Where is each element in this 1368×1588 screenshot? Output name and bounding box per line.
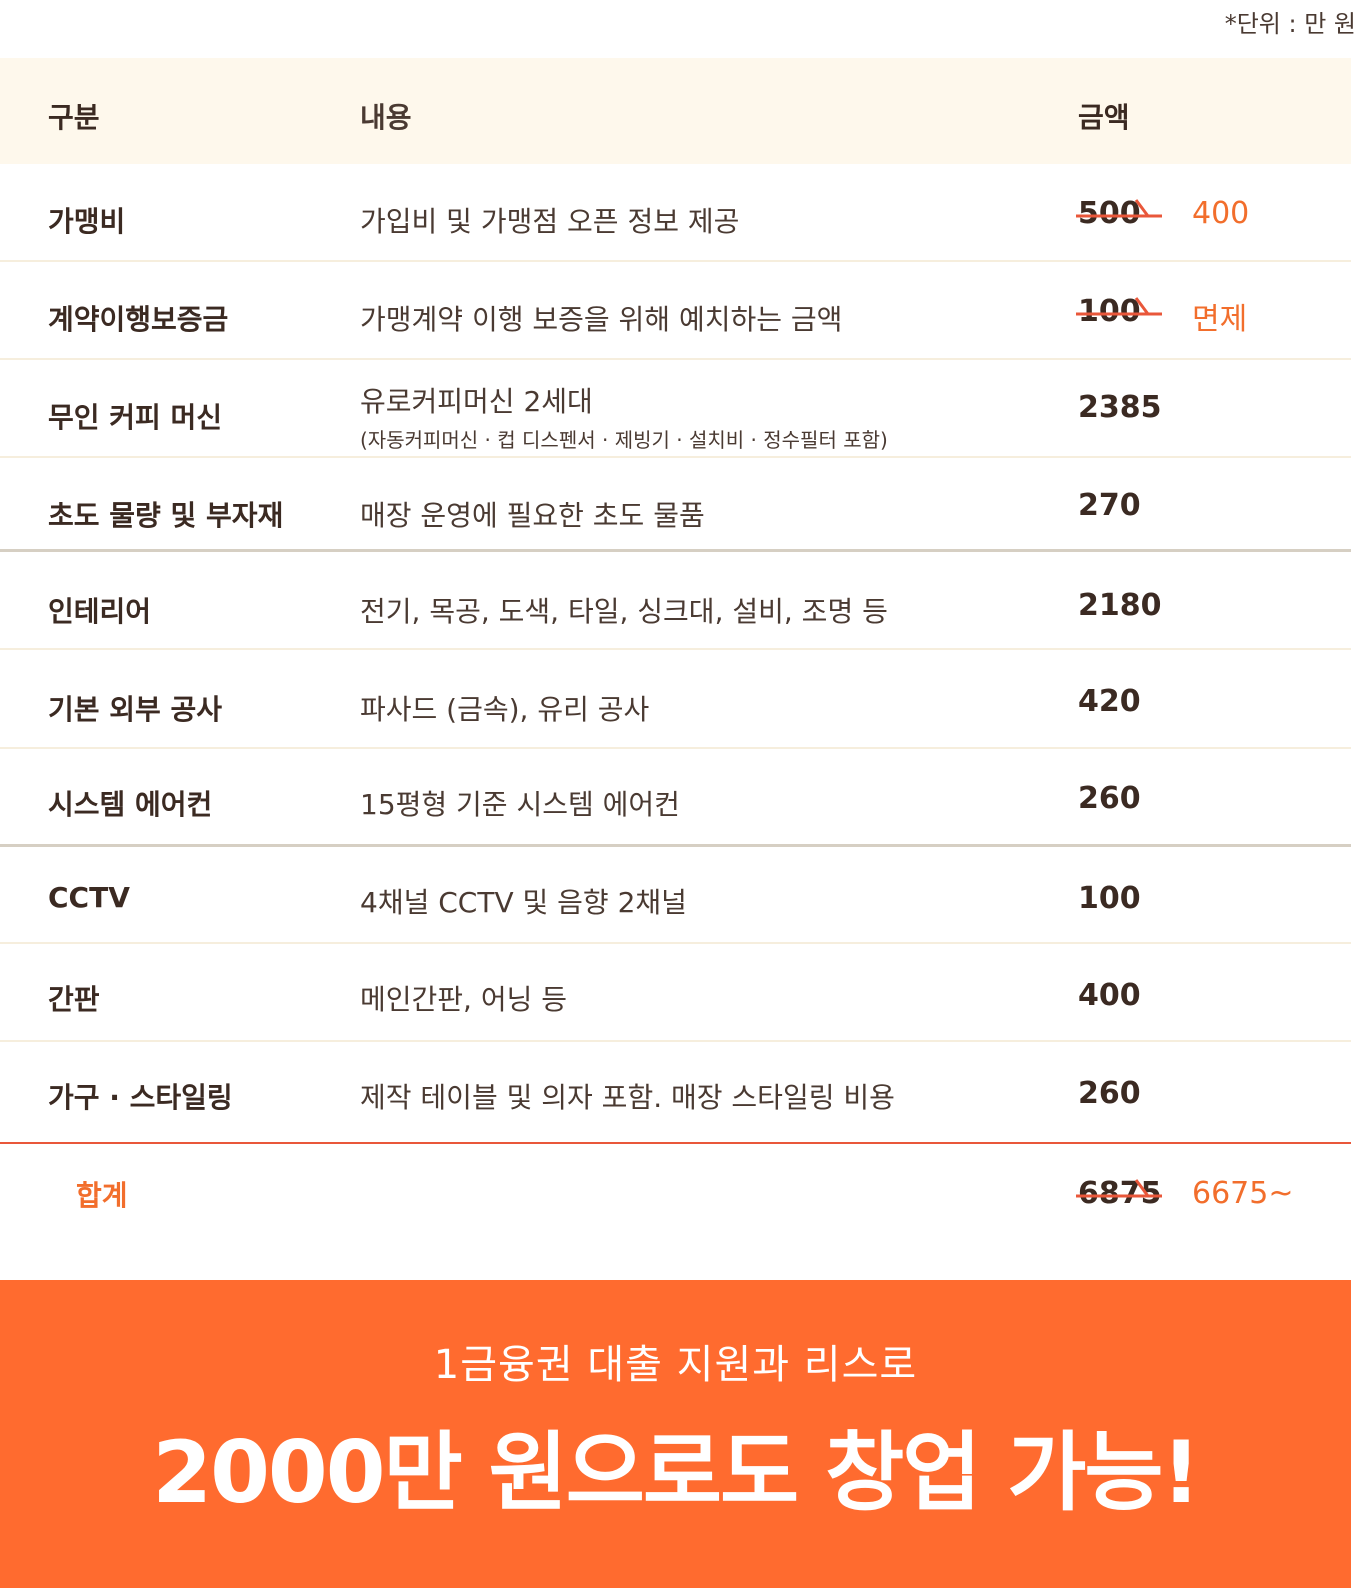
total-amount-new: 6675~ <box>1192 1176 1294 1211</box>
cost-table: 구분 내용 금액 가맹비 가입비 및 가맹점 오픈 정보 제공 500 400 … <box>0 58 1351 1244</box>
table-row: 가맹비 가입비 및 가맹점 오픈 정보 제공 500 400 <box>0 164 1351 262</box>
row-amount: 420 <box>1078 684 1141 719</box>
row-category: 인테리어 <box>48 595 152 628</box>
row-amount: 400 <box>1078 978 1141 1013</box>
header-category: 구분 <box>48 101 100 134</box>
row-category: 계약이행보증금 <box>48 303 229 336</box>
row-description: 15평형 기준 시스템 에어컨 <box>360 788 680 821</box>
header-amount: 금액 <box>1078 101 1130 134</box>
row-description: 4채널 CCTV 및 음향 2채널 <box>360 886 687 919</box>
table-row: 무인 커피 머신 유로커피머신 2세대 (자동커피머신 · 컵 디스펜서 · 제… <box>0 360 1351 458</box>
unit-note: *단위 : 만 원 <box>1224 10 1356 38</box>
row-description-main: 유로커피머신 2세대 <box>360 385 593 418</box>
total-label: 합계 <box>76 1179 128 1212</box>
strike-arrow-icon <box>1076 199 1162 218</box>
row-category: 간판 <box>48 983 100 1016</box>
row-amount: 270 <box>1078 488 1141 523</box>
row-description: 전기, 목공, 도색, 타일, 싱크대, 설비, 조명 등 <box>360 595 888 628</box>
header-description: 내용 <box>360 101 412 134</box>
row-description: 매장 운영에 필요한 초도 물품 <box>360 499 705 532</box>
banner-subtitle: 1금융권 대출 지원과 리스로 <box>433 1342 918 1388</box>
table-row: 기본 외부 공사 파사드 (금속), 유리 공사 420 <box>0 650 1351 749</box>
row-amount: 260 <box>1078 1076 1141 1111</box>
promo-banner: 1금융권 대출 지원과 리스로 2000만 원으로도 창업 가능! <box>0 1280 1351 1588</box>
row-description: 파사드 (금속), 유리 공사 <box>360 693 650 726</box>
row-amount-old: 100 <box>1076 294 1162 329</box>
strike-arrow-icon <box>1076 297 1162 316</box>
table-row: 초도 물량 및 부자재 매장 운영에 필요한 초도 물품 270 <box>0 458 1351 552</box>
row-description: 메인간판, 어닝 등 <box>360 983 568 1016</box>
row-amount-new: 면제 <box>1192 302 1248 337</box>
row-amount-old: 500 <box>1076 196 1162 231</box>
row-category: 시스템 에어컨 <box>48 788 213 821</box>
table-row: CCTV 4채널 CCTV 및 음향 2채널 100 <box>0 847 1351 944</box>
table-row: 시스템 에어컨 15평형 기준 시스템 에어컨 260 <box>0 749 1351 847</box>
total-row: 합계 6875 6675~ <box>0 1144 1351 1244</box>
table-row: 인테리어 전기, 목공, 도색, 타일, 싱크대, 설비, 조명 등 2180 <box>0 552 1351 650</box>
row-description: 가입비 및 가맹점 오픈 정보 제공 <box>360 205 740 238</box>
table-row: 간판 메인간판, 어닝 등 400 <box>0 944 1351 1042</box>
row-amount: 2180 <box>1078 588 1162 623</box>
row-description: 가맹계약 이행 보증을 위해 예치하는 금액 <box>360 303 843 336</box>
row-category: 무인 커피 머신 <box>48 401 223 434</box>
table-row: 계약이행보증금 가맹계약 이행 보증을 위해 예치하는 금액 100 면제 <box>0 262 1351 360</box>
row-description: 유로커피머신 2세대 (자동커피머신 · 컵 디스펜서 · 제빙기 · 설치비 … <box>360 380 888 453</box>
row-category: 기본 외부 공사 <box>48 693 223 726</box>
row-description-sub: (자동커피머신 · 컵 디스펜서 · 제빙기 · 설치비 · 정수필터 포함) <box>360 428 888 452</box>
row-description: 제작 테이블 및 의자 포함. 매장 스타일링 비용 <box>360 1081 895 1114</box>
row-category: 가맹비 <box>48 205 126 238</box>
banner-headline: 2000만 원으로도 창업 가능! <box>152 1423 1200 1523</box>
total-amount-old: 6875 <box>1076 1176 1162 1211</box>
row-amount: 100 <box>1078 881 1141 916</box>
table-row: 가구 · 스타일링 제작 테이블 및 의자 포함. 매장 스타일링 비용 260 <box>0 1042 1351 1144</box>
row-category: CCTV <box>48 881 130 914</box>
strike-arrow-icon <box>1076 1179 1162 1198</box>
row-category: 가구 · 스타일링 <box>48 1081 233 1114</box>
row-category: 초도 물량 및 부자재 <box>48 499 284 532</box>
row-amount: 260 <box>1078 781 1141 816</box>
table-header: 구분 내용 금액 <box>0 58 1351 164</box>
row-amount-new: 400 <box>1192 196 1250 231</box>
row-amount: 2385 <box>1078 390 1162 425</box>
